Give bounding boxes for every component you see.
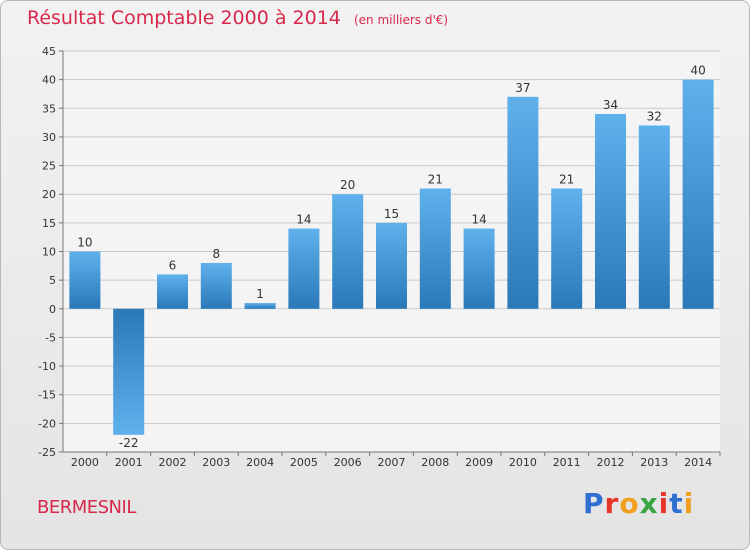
- bar-value-label: 37: [515, 81, 530, 95]
- bar-value-label: 1: [256, 287, 264, 301]
- chart-title: Résultat Comptable 2000 à 2014: [27, 7, 341, 29]
- bar: [288, 228, 320, 309]
- x-tick-label: 2005: [290, 456, 318, 469]
- bar-value-label: -22: [119, 436, 139, 450]
- bar-value-label: 6: [169, 258, 177, 272]
- bar: [551, 188, 583, 309]
- bar-value-label: 15: [384, 207, 399, 221]
- x-tick-label: 2008: [421, 456, 449, 469]
- logo-letter: o: [619, 487, 640, 520]
- bar: [113, 308, 145, 435]
- bar-value-label: 8: [212, 247, 220, 261]
- y-tick-label: 40: [42, 74, 56, 87]
- logo-letter: P: [583, 487, 605, 520]
- bar: [69, 251, 101, 309]
- proxiti-logo: Proxiti: [583, 487, 694, 520]
- logo-letter: i: [658, 487, 670, 520]
- x-tick-label: 2004: [246, 456, 274, 469]
- x-tick-label: 2010: [509, 456, 537, 469]
- logo-letter: t: [669, 487, 684, 520]
- x-tick-label: 2000: [71, 456, 99, 469]
- x-tick-label: 2001: [115, 456, 143, 469]
- bar-value-label: 10: [77, 236, 92, 250]
- x-tick-label: 2007: [378, 456, 406, 469]
- x-tick-label: 2009: [465, 456, 493, 469]
- bar: [157, 274, 188, 309]
- bar: [463, 228, 495, 309]
- bar: [419, 188, 451, 309]
- y-tick-label: 0: [49, 303, 56, 316]
- bar: [244, 303, 276, 309]
- y-tick-label: -10: [38, 360, 56, 373]
- bar: [595, 114, 626, 309]
- x-tick-label: 2003: [202, 456, 230, 469]
- commune-name: BERMESNIL: [37, 497, 136, 518]
- bar-value-label: 34: [603, 98, 618, 112]
- bar-value-label: 32: [647, 109, 662, 123]
- bar-value-label: 21: [559, 172, 574, 186]
- bar-value-label: 14: [296, 213, 311, 227]
- bar-value-label: 21: [428, 172, 443, 186]
- chart-title-block: Résultat Comptable 2000 à 2014 (en milli…: [27, 7, 448, 29]
- chart-unit: (en milliers d'€): [353, 13, 449, 27]
- y-tick-label: -20: [38, 417, 56, 430]
- bar: [332, 194, 364, 309]
- bar-value-label: 40: [690, 64, 705, 78]
- y-tick-label: 20: [42, 188, 56, 201]
- logo-letter: i: [683, 487, 695, 520]
- y-tick-label: -15: [38, 389, 56, 402]
- bar: [507, 96, 539, 309]
- y-tick-label: 15: [42, 217, 56, 230]
- y-tick-label: 30: [42, 131, 56, 144]
- y-tick-label: 5: [49, 274, 56, 287]
- x-tick-label: 2011: [553, 456, 581, 469]
- bar: [682, 79, 714, 309]
- logo-letter: r: [604, 487, 620, 520]
- x-tick-label: 2002: [159, 456, 187, 469]
- x-tick-label: 2012: [597, 456, 625, 469]
- y-tick-label: 35: [42, 102, 56, 115]
- y-tick-label: 25: [42, 160, 56, 173]
- y-tick-label: 45: [42, 45, 56, 58]
- y-tick-label: -25: [38, 446, 56, 459]
- x-tick-label: 2006: [334, 456, 362, 469]
- logo-letter: x: [639, 487, 659, 520]
- bar: [638, 125, 670, 309]
- bar: [200, 262, 232, 309]
- y-tick-label: -5: [45, 331, 56, 344]
- x-tick-label: 2013: [640, 456, 668, 469]
- bar: [376, 222, 407, 309]
- x-tick-label: 2014: [684, 456, 712, 469]
- y-tick-label: 10: [42, 246, 56, 259]
- bar-value-label: 20: [340, 178, 355, 192]
- bar-value-label: 14: [471, 213, 486, 227]
